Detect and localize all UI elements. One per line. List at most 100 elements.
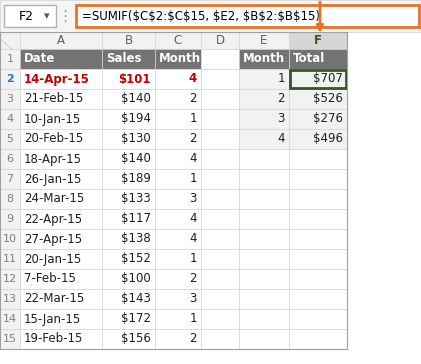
Bar xyxy=(102,329,155,349)
Bar xyxy=(289,32,347,49)
Text: Total: Total xyxy=(293,52,325,66)
Bar xyxy=(0,89,20,109)
Bar xyxy=(102,229,155,249)
Text: 20-Jan-15: 20-Jan-15 xyxy=(24,253,81,265)
Bar xyxy=(20,149,102,169)
Bar xyxy=(0,49,20,69)
Bar xyxy=(20,189,102,209)
Bar xyxy=(289,149,347,169)
Bar xyxy=(201,169,239,189)
Bar xyxy=(155,329,201,349)
Bar xyxy=(239,209,289,229)
Text: $707: $707 xyxy=(313,72,343,86)
Text: 12: 12 xyxy=(3,274,17,284)
Bar xyxy=(102,32,155,49)
Bar xyxy=(289,289,347,309)
Bar xyxy=(20,229,102,249)
Bar xyxy=(155,109,201,129)
Bar xyxy=(201,229,239,249)
Bar xyxy=(239,289,289,309)
Text: $194: $194 xyxy=(121,112,151,126)
Bar xyxy=(239,49,289,69)
Bar xyxy=(20,69,102,89)
Bar xyxy=(102,149,155,169)
Text: $138: $138 xyxy=(121,233,151,245)
Bar xyxy=(201,269,239,289)
Bar xyxy=(155,209,201,229)
Text: 4: 4 xyxy=(277,132,285,146)
Text: $140: $140 xyxy=(121,153,151,166)
Bar xyxy=(201,129,239,149)
Text: 1: 1 xyxy=(189,112,197,126)
Bar xyxy=(201,309,239,329)
Text: 4: 4 xyxy=(189,233,197,245)
Text: B: B xyxy=(125,34,133,47)
Text: 1: 1 xyxy=(189,173,197,186)
Text: 21-Feb-15: 21-Feb-15 xyxy=(24,92,83,106)
Bar xyxy=(155,229,201,249)
Bar xyxy=(155,249,201,269)
Text: 15: 15 xyxy=(3,334,17,344)
Text: 2: 2 xyxy=(189,273,197,285)
Text: 1: 1 xyxy=(277,72,285,86)
Bar xyxy=(102,209,155,229)
Bar xyxy=(201,32,239,49)
Bar xyxy=(239,189,289,209)
Text: $143: $143 xyxy=(121,293,151,305)
Bar xyxy=(0,249,20,269)
Bar xyxy=(76,5,419,27)
Text: 1: 1 xyxy=(189,313,197,325)
Bar xyxy=(201,329,239,349)
Text: C: C xyxy=(174,34,182,47)
Text: 7-Feb-15: 7-Feb-15 xyxy=(24,273,76,285)
Bar xyxy=(155,309,201,329)
Text: 22-Mar-15: 22-Mar-15 xyxy=(24,293,84,305)
Text: 3: 3 xyxy=(189,293,197,305)
Text: 6: 6 xyxy=(6,154,13,164)
Bar xyxy=(155,189,201,209)
Bar xyxy=(155,69,201,89)
Bar xyxy=(20,309,102,329)
Bar xyxy=(0,209,20,229)
Bar xyxy=(0,169,20,189)
Text: 14-Apr-15: 14-Apr-15 xyxy=(24,72,90,86)
Bar xyxy=(4,5,56,27)
Bar xyxy=(289,89,347,109)
Text: 2: 2 xyxy=(6,74,14,84)
Text: $140: $140 xyxy=(121,92,151,106)
Bar xyxy=(239,309,289,329)
Text: 27-Apr-15: 27-Apr-15 xyxy=(24,233,82,245)
Bar xyxy=(20,49,102,69)
Text: 4: 4 xyxy=(189,153,197,166)
Bar xyxy=(239,129,289,149)
Text: $496: $496 xyxy=(313,132,343,146)
Bar xyxy=(155,269,201,289)
Bar xyxy=(20,129,102,149)
Bar xyxy=(239,69,289,89)
Bar xyxy=(0,329,20,349)
Bar xyxy=(20,269,102,289)
Bar xyxy=(0,309,20,329)
Bar xyxy=(0,269,20,289)
Text: 3: 3 xyxy=(6,94,13,104)
Text: 22-Apr-15: 22-Apr-15 xyxy=(24,213,82,226)
Text: 2: 2 xyxy=(189,132,197,146)
Text: 9: 9 xyxy=(6,214,13,224)
Bar xyxy=(239,32,289,49)
Bar xyxy=(239,169,289,189)
Bar xyxy=(0,69,20,89)
Text: =SUMIF($C$2:$C$15, $E2, $B$2:$B$15): =SUMIF($C$2:$C$15, $E2, $B$2:$B$15) xyxy=(82,9,320,23)
Text: 1: 1 xyxy=(6,54,13,64)
Text: 10-Jan-15: 10-Jan-15 xyxy=(24,112,81,126)
Bar xyxy=(102,169,155,189)
Bar xyxy=(102,129,155,149)
Text: Month: Month xyxy=(243,52,285,66)
Bar xyxy=(239,249,289,269)
Text: F: F xyxy=(314,34,322,47)
Bar xyxy=(289,49,347,69)
Bar xyxy=(239,329,289,349)
Bar xyxy=(102,289,155,309)
Bar xyxy=(155,32,201,49)
Text: $130: $130 xyxy=(121,132,151,146)
Bar xyxy=(155,129,201,149)
